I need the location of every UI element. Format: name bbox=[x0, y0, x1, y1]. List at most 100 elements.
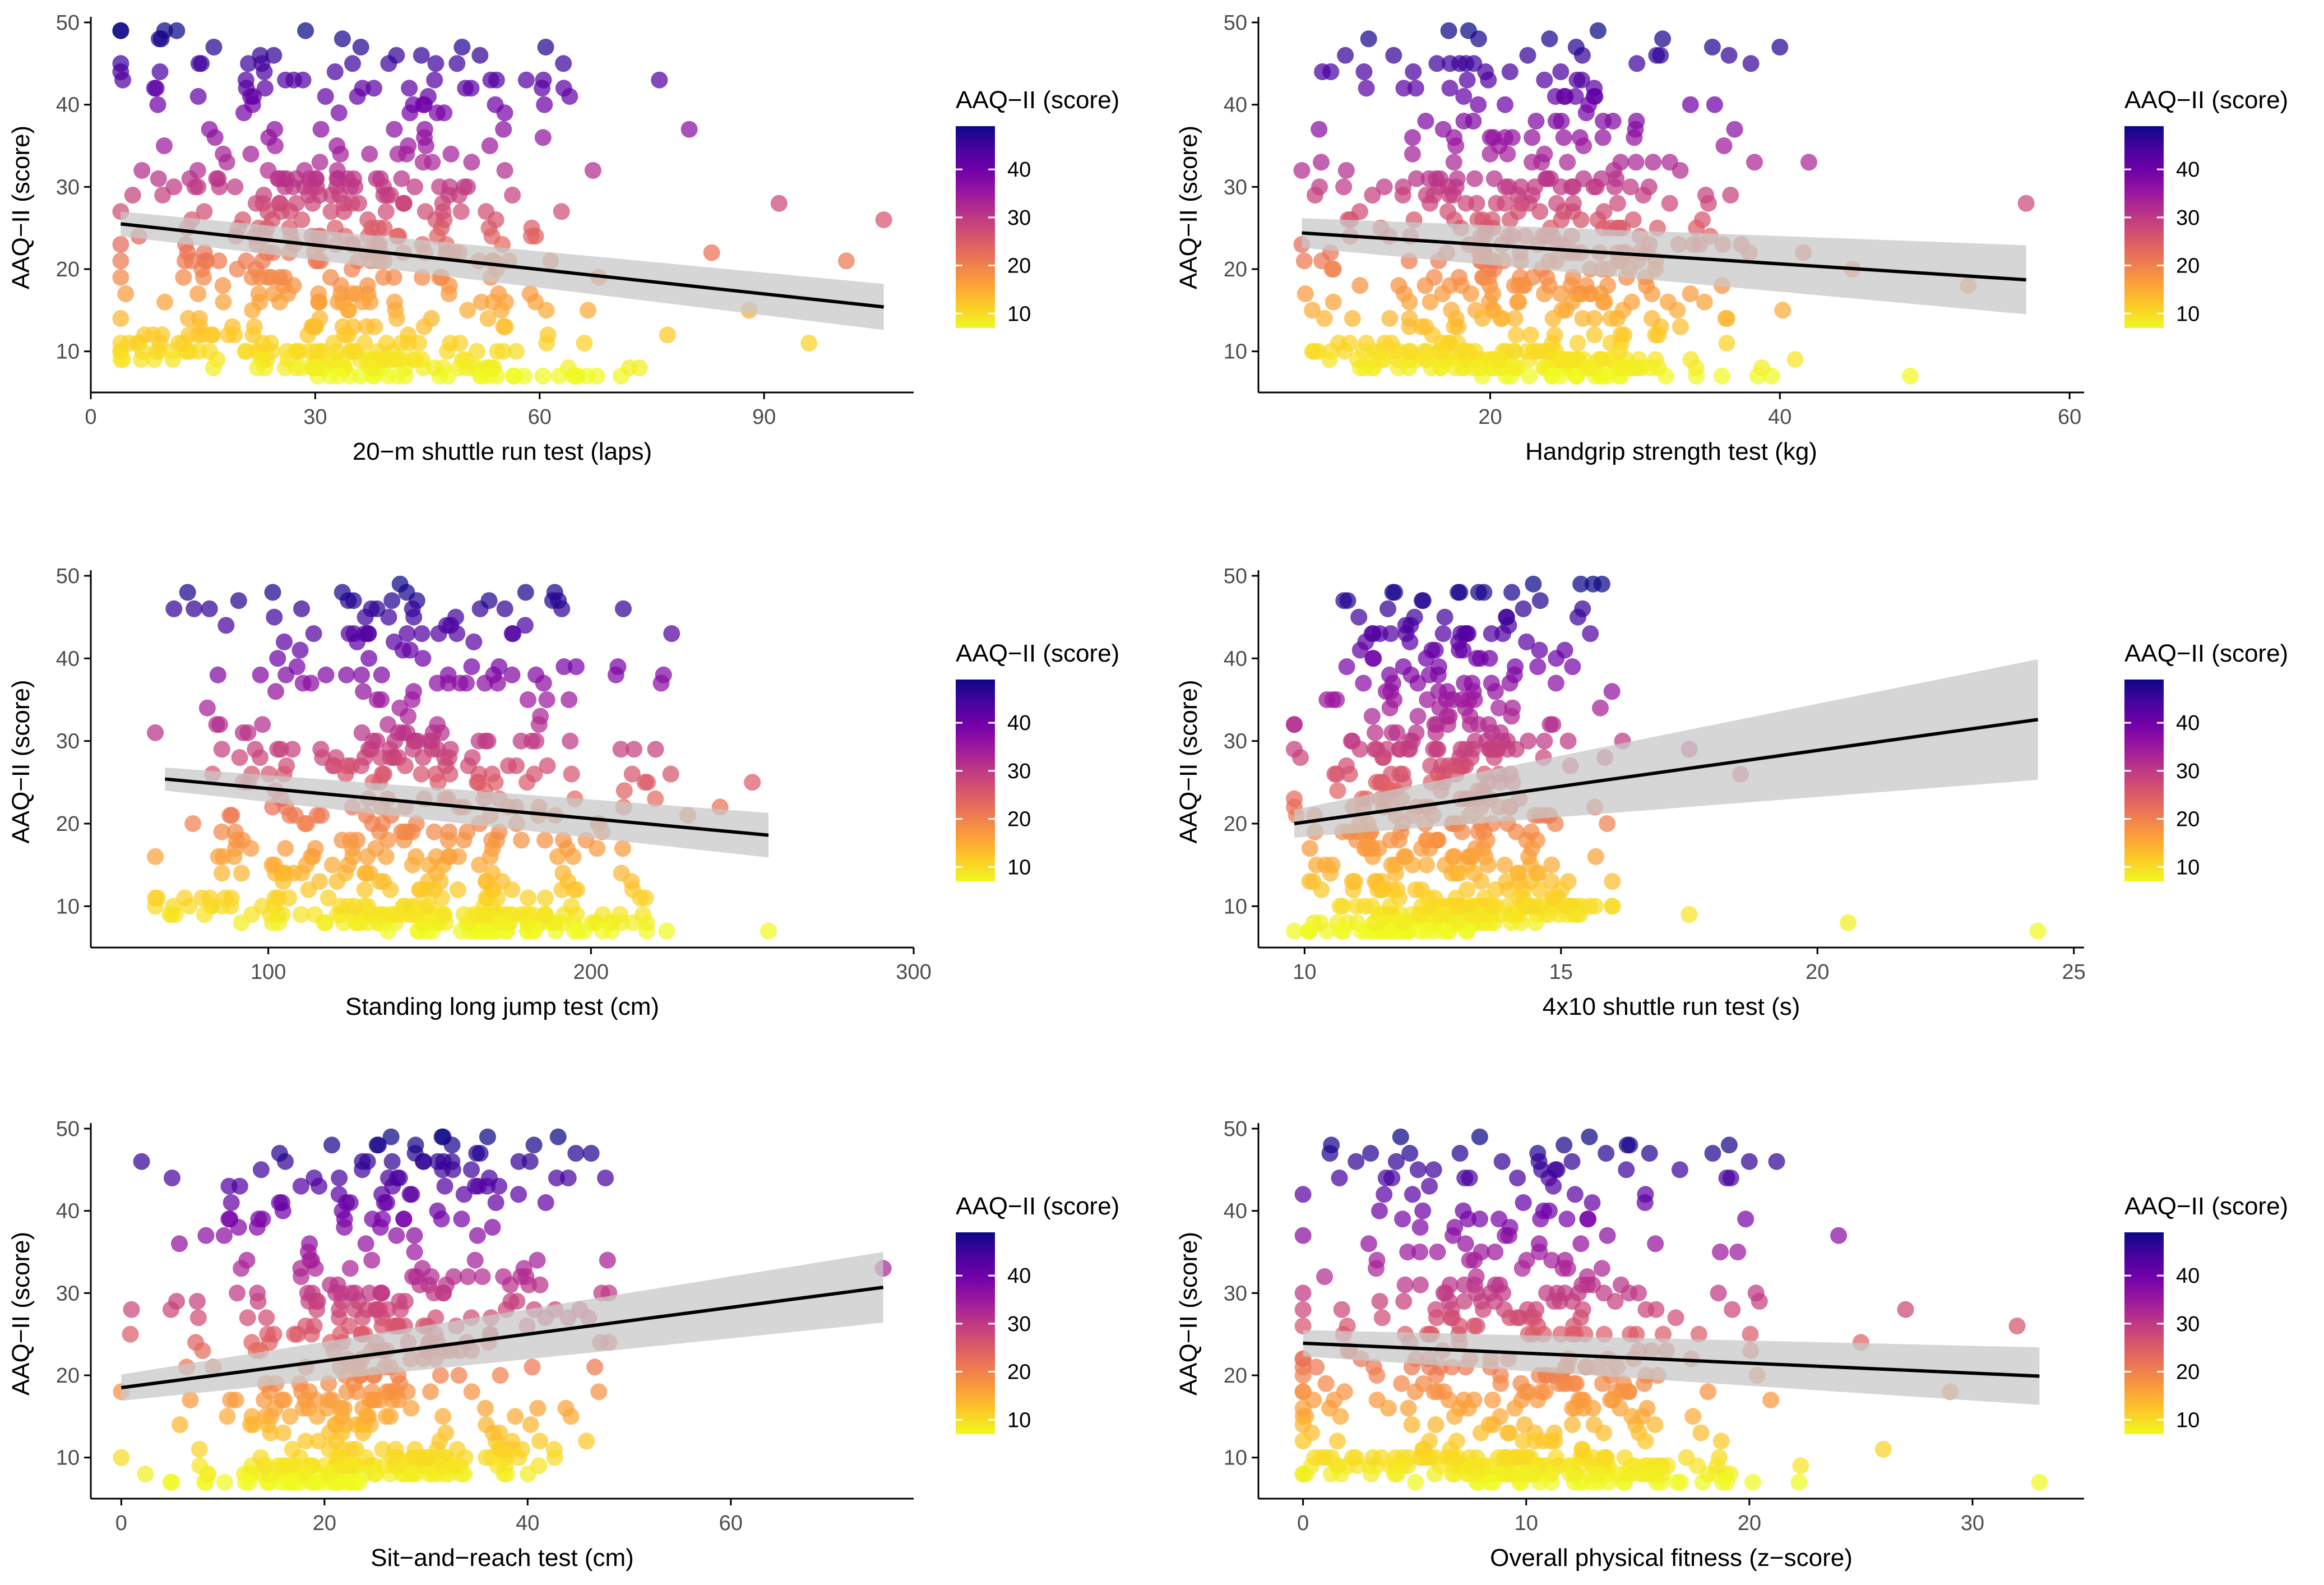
data-point bbox=[1568, 351, 1585, 368]
data-point bbox=[680, 121, 698, 138]
colorbar-tick-label: 30 bbox=[2176, 206, 2200, 230]
data-point bbox=[395, 195, 412, 212]
data-point bbox=[1572, 575, 1590, 593]
data-point bbox=[322, 269, 339, 286]
data-point bbox=[599, 1251, 616, 1269]
data-point bbox=[418, 1449, 435, 1466]
data-point bbox=[258, 1457, 275, 1475]
data-point bbox=[1604, 113, 1622, 130]
data-point bbox=[1434, 285, 1451, 302]
data-point bbox=[1428, 741, 1445, 758]
data-point bbox=[172, 1416, 188, 1433]
data-point bbox=[399, 1383, 416, 1401]
data-point bbox=[463, 1383, 480, 1401]
data-point bbox=[237, 71, 254, 89]
data-point bbox=[1381, 310, 1399, 327]
data-point bbox=[1517, 898, 1534, 915]
data-point bbox=[1507, 359, 1524, 376]
data-point bbox=[468, 343, 485, 360]
data-point bbox=[383, 906, 400, 923]
data-point bbox=[1585, 178, 1603, 196]
data-point bbox=[292, 1260, 309, 1277]
x-tick-label: 100 bbox=[251, 960, 286, 984]
data-point bbox=[180, 326, 197, 344]
data-point bbox=[1316, 310, 1333, 327]
data-point bbox=[249, 359, 266, 376]
data-point bbox=[1497, 178, 1514, 196]
data-point bbox=[221, 807, 239, 824]
data-point bbox=[1449, 914, 1466, 931]
data-point bbox=[478, 873, 496, 890]
data-point bbox=[163, 906, 180, 923]
data-point bbox=[310, 1432, 327, 1450]
data-point bbox=[233, 1260, 250, 1277]
data-point bbox=[147, 848, 164, 865]
y-tick-label: 10 bbox=[56, 1447, 80, 1470]
data-point bbox=[403, 1466, 420, 1482]
data-point bbox=[1563, 293, 1581, 311]
colorbar-tick-label: 20 bbox=[2176, 1361, 2200, 1384]
data-point bbox=[576, 335, 593, 352]
data-point bbox=[1371, 1293, 1388, 1310]
data-point bbox=[1706, 96, 1723, 113]
data-point bbox=[276, 633, 293, 650]
data-point bbox=[371, 1301, 388, 1318]
data-point bbox=[1771, 39, 1789, 56]
data-point bbox=[1722, 187, 1739, 204]
data-point bbox=[278, 1473, 295, 1491]
data-point bbox=[466, 1251, 484, 1269]
data-point bbox=[354, 1153, 371, 1170]
data-point bbox=[291, 641, 309, 659]
data-point bbox=[1840, 914, 1857, 931]
x-tick-label: 0 bbox=[1297, 1512, 1309, 1535]
data-point bbox=[1531, 641, 1548, 659]
data-point bbox=[1409, 708, 1427, 725]
y-tick-label: 30 bbox=[56, 1282, 80, 1305]
data-point bbox=[404, 691, 421, 708]
data-point bbox=[1569, 335, 1586, 352]
data-point bbox=[536, 96, 553, 113]
data-point bbox=[652, 674, 670, 692]
data-point bbox=[1470, 359, 1487, 376]
data-point bbox=[492, 1367, 509, 1384]
data-point bbox=[1373, 1309, 1391, 1327]
data-point bbox=[1332, 1408, 1349, 1425]
data-point bbox=[1421, 1177, 1438, 1195]
data-point bbox=[117, 285, 135, 302]
y-tick-label: 20 bbox=[1224, 258, 1247, 281]
legend-title: AAQ−II (score) bbox=[956, 1193, 1119, 1220]
data-point bbox=[235, 104, 252, 122]
data-point bbox=[1294, 1432, 1312, 1450]
data-point bbox=[1527, 914, 1544, 931]
data-point bbox=[1331, 898, 1349, 915]
data-point bbox=[358, 1449, 375, 1466]
data-point bbox=[401, 641, 419, 659]
data-point bbox=[516, 617, 534, 634]
colorbar-tick-label: 40 bbox=[2176, 158, 2200, 182]
data-point bbox=[374, 815, 391, 832]
data-point bbox=[1355, 63, 1373, 80]
data-point bbox=[1724, 1301, 1741, 1318]
confidence-band bbox=[1302, 218, 2026, 315]
data-point bbox=[1645, 154, 1662, 171]
data-point bbox=[442, 335, 459, 352]
y-axis-title: AAQ−II (score) bbox=[7, 1232, 35, 1395]
data-point bbox=[1510, 203, 1527, 220]
data-point bbox=[2017, 195, 2035, 212]
y-tick-label: 40 bbox=[1224, 1200, 1247, 1223]
data-point bbox=[1565, 195, 1582, 212]
data-point bbox=[1373, 351, 1390, 368]
colorbar-tick-label: 40 bbox=[1007, 711, 1031, 735]
data-point bbox=[1436, 1383, 1453, 1401]
data-point bbox=[1528, 865, 1545, 882]
data-point bbox=[1618, 1161, 1635, 1179]
x-tick-label: 0 bbox=[85, 405, 96, 429]
x-tick-label: 60 bbox=[528, 405, 552, 429]
data-point bbox=[1633, 359, 1651, 376]
data-point bbox=[539, 757, 556, 774]
data-point bbox=[435, 1153, 452, 1170]
data-point bbox=[271, 269, 288, 286]
data-point bbox=[252, 269, 268, 286]
data-point bbox=[1503, 708, 1520, 725]
